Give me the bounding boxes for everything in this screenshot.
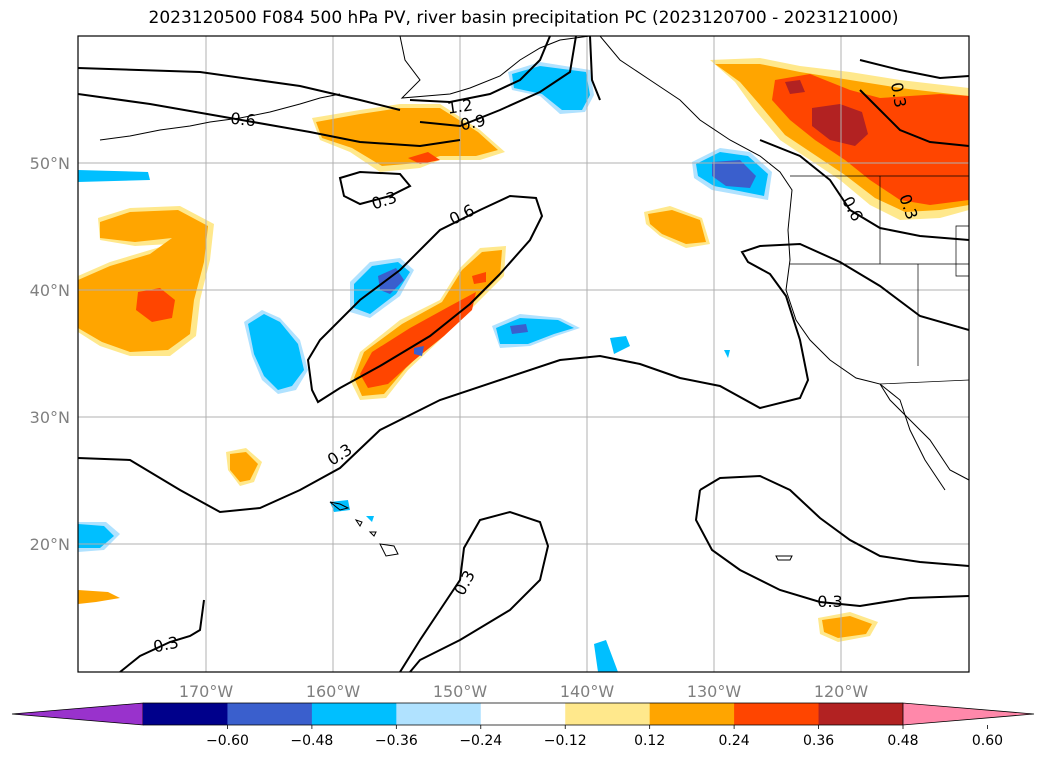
hawaii-island-1 <box>329 501 350 511</box>
contour-0.3-south-loop <box>399 510 550 672</box>
shading-cyan-leftedge <box>78 524 114 548</box>
contour-0.3-bottomleft <box>119 599 205 672</box>
shading-w-red <box>136 288 175 322</box>
shading-cyan-hawaii-2 <box>366 516 374 522</box>
colorbar-segment <box>227 703 313 725</box>
contour-label: 1.2 <box>446 95 474 117</box>
contour-0.3-east-upper <box>859 89 969 147</box>
contour-0.3-se-lower <box>694 489 969 608</box>
colorbar-segment <box>311 703 397 725</box>
baja-coast <box>879 383 946 491</box>
lat-tick-label: 50°N <box>30 154 70 173</box>
colorbar-tick-label: 0.48 <box>887 733 918 749</box>
shading-blue-155w-blue <box>378 268 404 294</box>
lon-tick-label: 120°W <box>814 682 869 701</box>
contour-0.3-loop <box>338 170 412 206</box>
colorbar-segment <box>396 703 482 725</box>
precip-shading <box>78 58 969 672</box>
lat-tick-label: 40°N <box>30 281 70 300</box>
shading-w-orange <box>78 210 208 352</box>
colorbar-tick-label: −0.36 <box>375 733 418 749</box>
shading-orange-leftedge <box>78 590 120 604</box>
contour-0.3-se <box>699 474 969 567</box>
lon-tick-label: 150°W <box>433 682 488 701</box>
pv-contours <box>78 36 969 672</box>
hawaii-island-2 <box>354 519 363 527</box>
shading-diag-blue <box>414 346 424 356</box>
map-frame <box>77 35 970 673</box>
colorbar-tick-label: −0.48 <box>290 733 333 749</box>
contour-0.6-north-top <box>78 67 401 111</box>
shading-blue-north-cyan <box>512 66 590 110</box>
shading-orange-120w <box>822 616 872 638</box>
colorbar-tick-label: 0.60 <box>972 733 1003 749</box>
colorbar-tick-label: −0.24 <box>459 733 502 749</box>
colorbar-extend-high <box>902 702 1035 726</box>
contour-0.6-north <box>78 93 461 148</box>
gridlines <box>78 36 969 672</box>
contour-0.9 <box>419 36 577 128</box>
lon-tick-label: 130°W <box>687 682 742 701</box>
us-mexico-border <box>879 379 969 385</box>
colorbar-segment <box>480 703 566 725</box>
shading-cyan-small-129w <box>724 350 730 358</box>
lon-tick-label: 170°W <box>179 682 234 701</box>
shading-np-orange <box>316 108 498 166</box>
shading-ne-darkred <box>812 104 868 146</box>
colorbar: −0.60 −0.48 −0.36 −0.24 −0.12 0.12 0.24 0.36 0.4… <box>11 702 1035 749</box>
colorbar-tick-label: 0.36 <box>803 733 834 749</box>
colorbar-segment <box>565 703 651 725</box>
contour-label: 0.3 <box>817 592 842 611</box>
colorbar-frame <box>143 702 903 726</box>
contour-1.2 <box>409 36 551 104</box>
shading-cyan-165w <box>248 314 304 390</box>
colorbar-extend-low <box>11 702 144 726</box>
shading-cyan-bottom <box>594 640 618 672</box>
colorbar-tick-label: −0.12 <box>544 733 587 749</box>
shading-np-red <box>408 152 440 164</box>
lon-tick-labels: 170°W 160°W 150°W 140°W 130°W 120°W <box>179 682 869 701</box>
colorbar-tick-label: 0.24 <box>719 733 750 749</box>
aleutian-islands <box>99 93 341 141</box>
shading-orange-167w <box>230 452 258 482</box>
contour-ne-0.3 <box>589 36 601 101</box>
hawaii-island-3 <box>379 543 399 557</box>
contour-label: 0.6 <box>229 109 256 131</box>
us-state-line-4 <box>955 225 969 277</box>
us-west-coast <box>785 229 969 481</box>
shading-cyan-143w-blue <box>510 324 528 334</box>
contour-0.3-main <box>78 242 969 514</box>
colorbar-segment <box>818 703 904 725</box>
shading-diag-red-2 <box>472 272 486 284</box>
contour-0.6-east <box>759 139 969 241</box>
contour-0.6-diagonal <box>306 194 544 404</box>
colorbar-tick-label: −0.60 <box>206 733 249 749</box>
clipperton-island <box>775 555 793 561</box>
shading-ne-darkred-2 <box>785 80 805 94</box>
lat-tick-labels: 50°N 40°N 30°N 20°N <box>30 154 70 554</box>
hawaii-island-4 <box>368 531 377 537</box>
shading-cyan-topleft <box>78 170 150 182</box>
map-title: 2023120500 F084 500 hPa PV, river basin … <box>148 8 899 28</box>
shading-cyan-143w <box>496 318 574 344</box>
colorbar-tick-label: 0.12 <box>634 733 665 749</box>
shading-blue-nw-blue <box>712 160 756 188</box>
shading-cyan-small-140w <box>610 336 630 354</box>
coastlines <box>99 36 969 561</box>
colorbar-segment <box>143 703 228 725</box>
shading-diag-red <box>360 292 476 388</box>
contour-label: 0.9 <box>458 111 487 135</box>
bc-coast <box>599 36 793 231</box>
contour-label: 0.3 <box>887 81 910 109</box>
lon-tick-label: 160°W <box>306 682 361 701</box>
colorbar-segment <box>649 703 735 725</box>
shading-orange-135w <box>648 210 706 244</box>
contour-0.3-east <box>859 59 969 80</box>
contour-label: 0.3 <box>151 633 180 657</box>
colorbar-segment <box>734 703 820 725</box>
lon-tick-label: 140°W <box>560 682 615 701</box>
lat-tick-label: 30°N <box>30 408 70 427</box>
lat-tick-label: 20°N <box>30 535 70 554</box>
